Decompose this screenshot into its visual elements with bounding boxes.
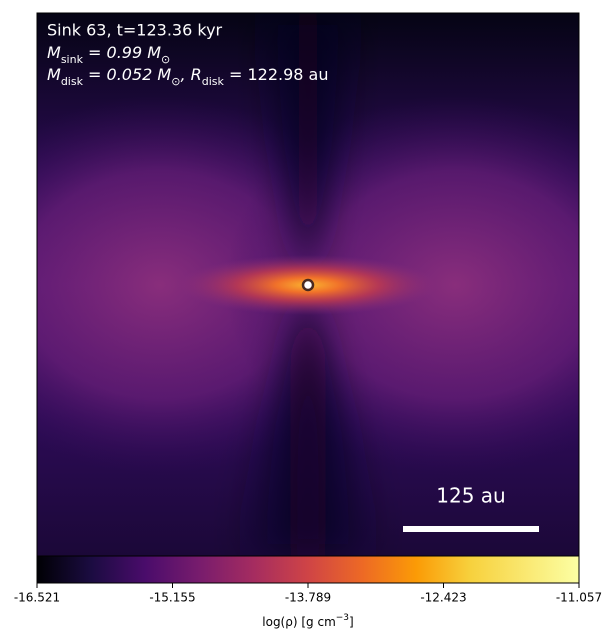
text-segment: disk — [61, 75, 84, 88]
text-segment: disk — [202, 75, 225, 88]
text-segment: −3 — [336, 613, 349, 623]
colorbar — [36, 555, 580, 584]
tick-label: -16.521 — [14, 591, 60, 605]
text-segment: = 0.99 M — [83, 43, 161, 62]
text-segment: sink — [61, 53, 84, 66]
text-segment: = 122.98 au — [224, 65, 329, 84]
tick-label: -15.155 — [149, 591, 195, 605]
scale-bar — [403, 526, 539, 532]
tick-label: -13.789 — [285, 591, 331, 605]
tick-label: -11.057 — [556, 591, 602, 605]
rich-text: Mdisk = 0.052 M⊙, Rdisk = 122.98 au — [47, 65, 328, 88]
scale-bar-label: 125 au — [436, 484, 505, 508]
text-segment: ⊙ — [171, 75, 180, 88]
title: Sink 63, t=123.36 kyr — [47, 21, 223, 40]
text-segment: log(ρ) [g cm — [262, 615, 336, 629]
density-image — [37, 13, 579, 556]
text-segment: , R — [180, 65, 201, 84]
tick-label: -12.423 — [420, 591, 466, 605]
text-segment: ] — [349, 615, 354, 629]
text-segment: = 0.052 M — [83, 65, 171, 84]
text-segment: M — [47, 43, 61, 62]
rich-text: log(ρ) [g cm−3] — [262, 613, 353, 629]
sink-marker — [301, 278, 315, 292]
text-segment: M — [47, 65, 61, 84]
rich-text: Msink = 0.99 M⊙ — [47, 43, 170, 66]
text-segment: ⊙ — [161, 53, 170, 66]
